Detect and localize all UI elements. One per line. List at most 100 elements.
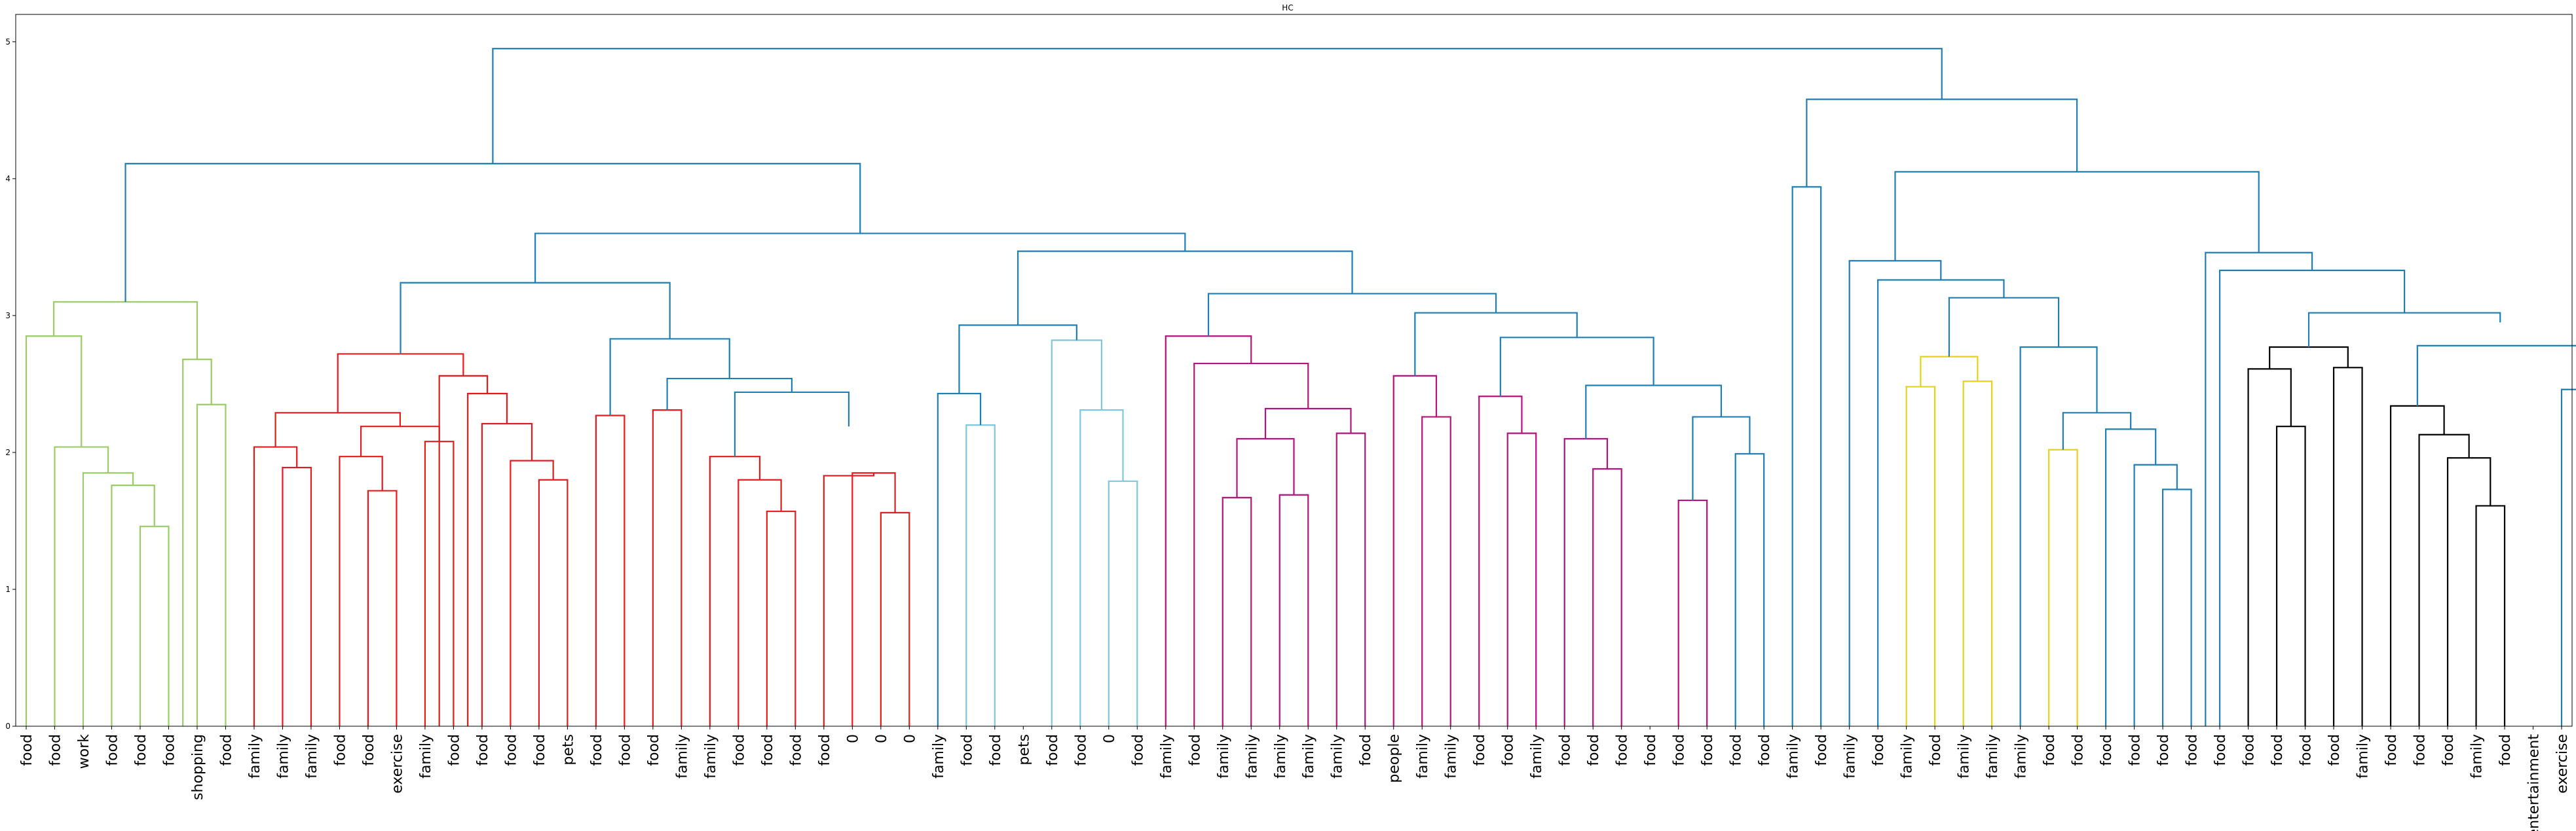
dendrogram-link bbox=[54, 446, 109, 726]
dendrogram-link bbox=[82, 472, 134, 726]
leaf-label: food bbox=[1757, 734, 1773, 766]
leaf-label: food bbox=[2241, 734, 2258, 766]
dendrogram-link bbox=[25, 335, 83, 726]
dendrogram-link bbox=[467, 392, 508, 726]
leaf-label: food bbox=[817, 734, 833, 766]
dendrogram-link bbox=[1905, 386, 1936, 726]
leaf-label: food bbox=[104, 734, 121, 766]
leaf-label: pets bbox=[1016, 734, 1032, 766]
leaf-label: family bbox=[931, 734, 947, 779]
leaf-label: family bbox=[1842, 734, 1859, 779]
leaf-label: food bbox=[503, 734, 519, 766]
leaf-label: family bbox=[1444, 734, 1460, 779]
dendrogram-link bbox=[492, 48, 1943, 164]
dendrogram-link bbox=[337, 353, 464, 413]
dendrogram-link bbox=[274, 412, 401, 447]
dendrogram-link bbox=[2133, 464, 2178, 726]
y-axis: 0 1 2 3 4 5 bbox=[5, 37, 16, 731]
leaf-label: food bbox=[2070, 734, 2087, 766]
leaf-label: family bbox=[703, 734, 719, 779]
dendrogram-link bbox=[737, 479, 782, 726]
leaf-label: food bbox=[959, 734, 975, 766]
dendrogram-link bbox=[1279, 494, 1309, 726]
dendrogram-link bbox=[2218, 269, 2406, 726]
leaf-label: 0 bbox=[874, 734, 890, 743]
chart-title: HC bbox=[1282, 3, 1293, 12]
dendrogram-link bbox=[1848, 260, 1942, 726]
dendrogram-link bbox=[1165, 335, 1252, 726]
dendrogram-link bbox=[1421, 416, 1451, 726]
dendrogram-link bbox=[823, 473, 875, 726]
leaf-label: food bbox=[1130, 734, 1146, 766]
leaf-label: food bbox=[2326, 734, 2343, 766]
y-tick-label: 5 bbox=[5, 37, 10, 46]
dendrogram-link bbox=[880, 511, 910, 726]
y-tick-label: 1 bbox=[5, 585, 10, 594]
dendrogram-link bbox=[652, 409, 682, 726]
leaf-label: entertainment bbox=[2526, 734, 2543, 831]
dendrogram-link bbox=[1962, 380, 1993, 726]
leaf-label: food bbox=[475, 734, 491, 766]
leaf-label: food bbox=[1700, 734, 1716, 766]
dendrogram-link bbox=[937, 392, 982, 726]
leaf-label: family bbox=[1985, 734, 2001, 779]
leaf-label: work bbox=[76, 734, 92, 769]
dendrogram-link bbox=[139, 525, 170, 726]
leaf-label: food bbox=[617, 734, 633, 766]
leaf-label: food bbox=[589, 734, 605, 766]
leaf-label: food bbox=[2127, 734, 2144, 766]
leaf-label: food bbox=[133, 734, 149, 766]
leaf-label: food bbox=[1187, 734, 1203, 766]
dendrogram-link bbox=[666, 377, 793, 411]
dendrogram-link bbox=[339, 456, 383, 726]
dendrogram-link bbox=[1506, 432, 1537, 726]
leaf-label: food bbox=[332, 734, 348, 766]
dendrogram-link bbox=[1592, 468, 1622, 726]
y-tick-label: 3 bbox=[5, 311, 10, 320]
dendrogram-link bbox=[2247, 368, 2292, 726]
dendrogram-link bbox=[400, 282, 671, 354]
leaf-label: family bbox=[1899, 734, 1916, 779]
dendrogram-link bbox=[2416, 344, 2576, 406]
dendrogram-link bbox=[367, 490, 398, 726]
dendrogram-link bbox=[1791, 186, 1822, 726]
leaf-label: food bbox=[1928, 734, 1944, 766]
dendrogram-link bbox=[1222, 496, 1252, 726]
leaf-label: family bbox=[1330, 734, 1346, 779]
leaf-label: food bbox=[361, 734, 377, 766]
dendrogram-link bbox=[965, 424, 996, 726]
dendrogram-link bbox=[1692, 416, 1751, 501]
leaf-label: food bbox=[532, 734, 548, 766]
dendrogram-link bbox=[1079, 409, 1124, 726]
dendrogram-link bbox=[1499, 337, 1654, 397]
y-tick-label: 2 bbox=[5, 448, 10, 457]
dendrogram-link bbox=[2205, 251, 2313, 726]
leaf-label: food bbox=[2497, 734, 2514, 766]
dendrogram-link bbox=[1734, 452, 1765, 726]
dendrogram-link bbox=[2269, 346, 2349, 369]
leaf-label: family bbox=[1273, 734, 1289, 779]
leaf-label: food bbox=[161, 734, 177, 766]
leaf-label: food bbox=[788, 734, 804, 766]
leaf-label: 0 bbox=[1102, 734, 1118, 743]
leaf-label: food bbox=[2440, 734, 2457, 766]
dendrogram-link bbox=[481, 422, 533, 726]
dendrogram-link bbox=[1877, 279, 2005, 726]
dendrogram-link bbox=[2418, 434, 2470, 726]
leaf-label: food bbox=[2269, 734, 2286, 766]
dendrogram-link bbox=[1264, 407, 1352, 439]
leaf-label: food bbox=[1728, 734, 1745, 766]
dendrogram-link bbox=[1585, 384, 1723, 439]
dendrogram-link bbox=[438, 375, 489, 726]
leaf-label: food bbox=[1671, 734, 1688, 766]
dendrogram-link bbox=[124, 162, 861, 302]
dendrogram-link bbox=[2048, 449, 2078, 726]
leaf-label: family bbox=[2355, 734, 2372, 779]
leaf-label: food bbox=[1615, 734, 1631, 766]
leaf-label: food bbox=[2156, 734, 2172, 766]
y-tick-label: 0 bbox=[5, 722, 10, 731]
leaf-label: food bbox=[1558, 734, 1574, 766]
leaf-label: food bbox=[2383, 734, 2400, 766]
dendrogram-link bbox=[1392, 375, 1438, 726]
